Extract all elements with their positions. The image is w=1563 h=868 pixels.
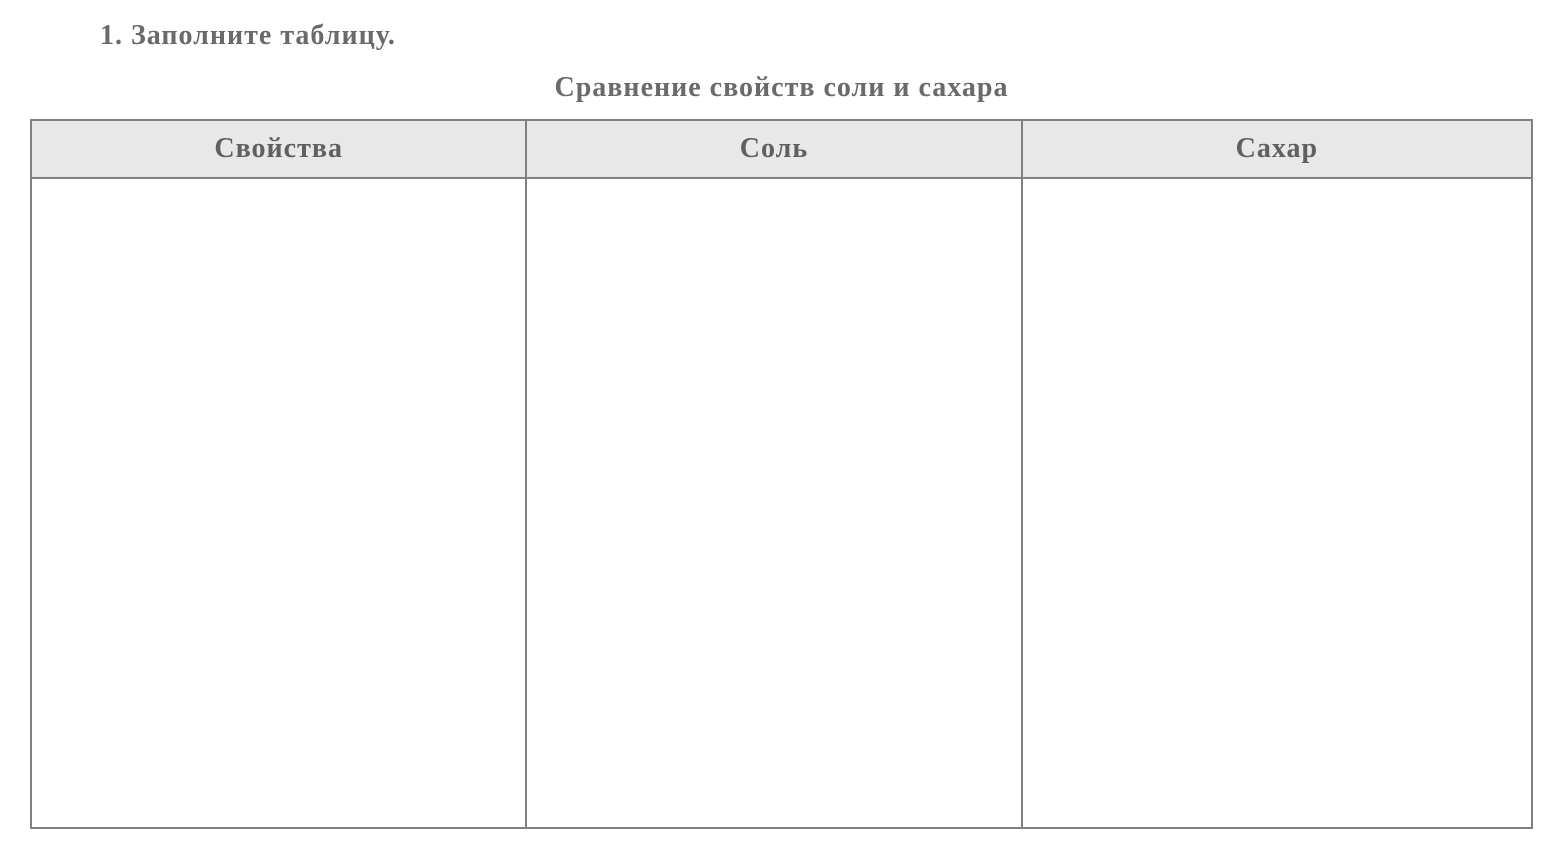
column-header-salt: Соль [526,120,1021,178]
cell-salt [526,178,1021,828]
table-row [31,178,1532,828]
comparison-table: Свойства Соль Сахар [30,119,1533,829]
column-header-properties: Свойства [31,120,526,178]
cell-properties [31,178,526,828]
table-title: Сравнение свойств соли и сахара [30,72,1533,104]
instruction-text: 1. Заполните таблицу. [100,20,1533,52]
column-header-sugar: Сахар [1022,120,1532,178]
table-header-row: Свойства Соль Сахар [31,120,1532,178]
cell-sugar [1022,178,1532,828]
